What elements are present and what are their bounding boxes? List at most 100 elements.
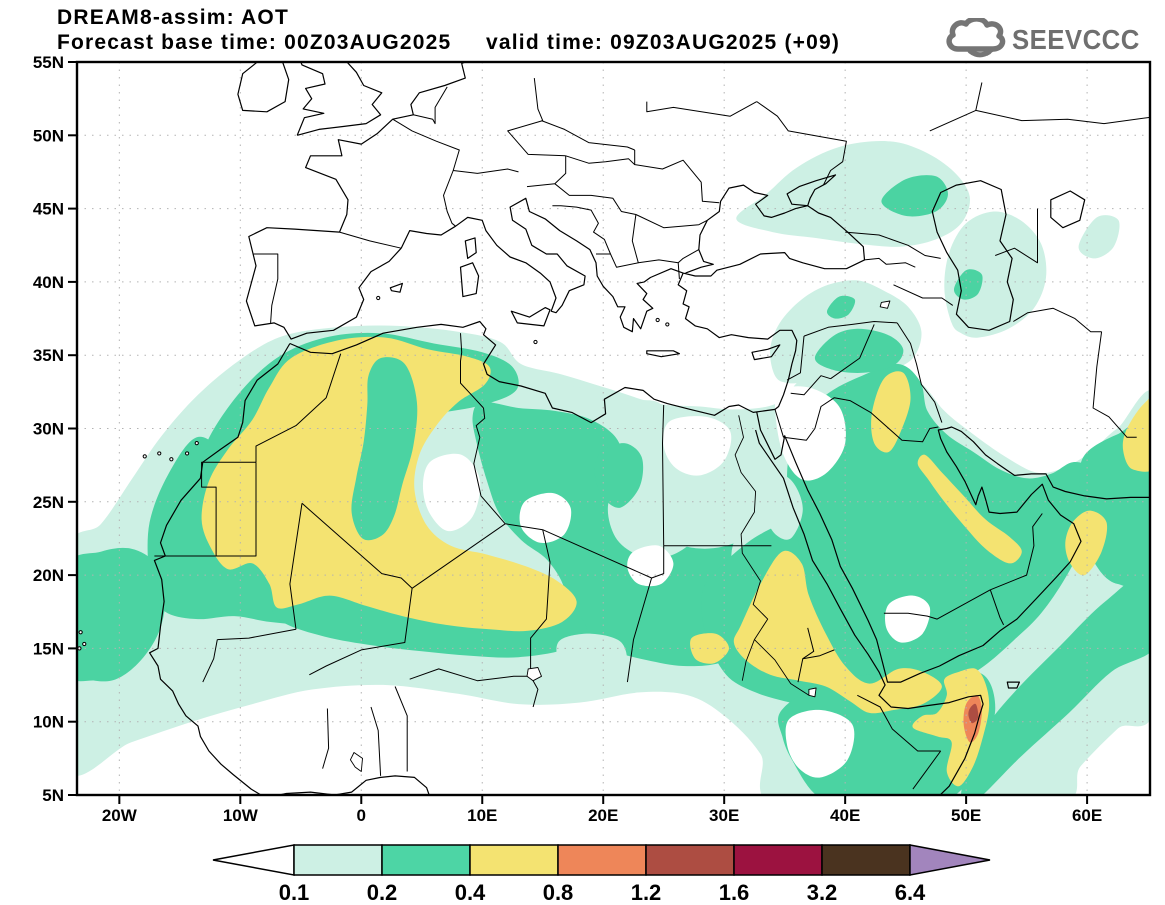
lat-label-45N: 45N bbox=[33, 200, 64, 219]
colorbar-segment-0.1 bbox=[293, 844, 383, 876]
contour-region-yellow-oman-sea bbox=[1065, 510, 1108, 576]
border-fr-it bbox=[443, 170, 456, 227]
border-aras bbox=[893, 284, 954, 306]
coastline-sicily bbox=[510, 307, 551, 327]
coastline-gulf-of-guinea bbox=[276, 775, 430, 795]
contour-region-teal-atlantic-band bbox=[77, 547, 166, 682]
coastline-north-africa-med bbox=[289, 320, 776, 424]
contour-region-pale-libya-coast bbox=[527, 381, 671, 429]
contour-region-teal-sahara-central bbox=[472, 401, 759, 667]
border-ly-eg bbox=[662, 404, 665, 546]
border-ge-am-az bbox=[864, 257, 916, 268]
contour-region-cyan-caspian-east bbox=[944, 211, 1047, 338]
plot-title: DREAM8-assim: AOT bbox=[57, 6, 289, 29]
border-pl-by-ua bbox=[646, 101, 758, 117]
border-tr-sy-iq bbox=[803, 321, 898, 337]
coastline-socotra bbox=[1006, 681, 1020, 689]
basemap bbox=[77, 62, 1150, 795]
contour-region-brick-somalia bbox=[968, 703, 979, 724]
coastline-corsica bbox=[464, 237, 477, 259]
lon-label-0: 0 bbox=[357, 806, 366, 825]
border-de-cz-pl bbox=[507, 78, 566, 157]
border-om-sa-uae bbox=[990, 513, 1043, 591]
contour-region-teal-egypt-spot bbox=[594, 443, 644, 508]
border-sa-ye-om bbox=[883, 589, 991, 620]
lat-label-35N: 35N bbox=[33, 346, 64, 365]
border-eg-il bbox=[774, 409, 784, 438]
contour-region-hole-algeria-east bbox=[422, 453, 481, 532]
border-ye-om bbox=[989, 589, 1005, 626]
contour-region-yellow-iraq-saudi bbox=[871, 371, 911, 453]
lat-label-30N: 30N bbox=[33, 420, 64, 439]
lake-lake-chad bbox=[526, 667, 542, 682]
border-fr-be-de bbox=[392, 118, 460, 171]
lon-label-20E: 20E bbox=[588, 806, 618, 825]
lon-label-10W: 10W bbox=[223, 806, 259, 825]
border-gh-tg-bj bbox=[370, 706, 382, 776]
coastline-europe-atlantic bbox=[305, 62, 468, 233]
lat-label-15N: 15N bbox=[33, 639, 64, 658]
island-dot bbox=[194, 441, 199, 446]
colorbar-segment-3.2 bbox=[821, 844, 911, 876]
contour-region-hole-fezzan bbox=[519, 492, 572, 544]
island-dot bbox=[142, 454, 147, 459]
border-ru-ge-az bbox=[845, 231, 941, 259]
river-nile bbox=[734, 415, 769, 681]
island-dot bbox=[665, 322, 670, 327]
border-jo-sa-iq bbox=[783, 397, 939, 443]
contour-region-teal-nw-caspian bbox=[881, 175, 948, 217]
border-et-so-dj bbox=[857, 694, 941, 752]
contour-region-cyan-east-europe bbox=[736, 141, 971, 247]
border-bf-gh bbox=[322, 708, 330, 769]
cloud-icon bbox=[946, 18, 1006, 58]
border-ro-bg bbox=[635, 214, 708, 229]
border-lb-sy bbox=[786, 336, 805, 381]
border-nl-de bbox=[413, 86, 448, 125]
border-fr-es bbox=[339, 231, 402, 249]
colorbar-label-6.4: 6.4 bbox=[895, 880, 926, 905]
contour-region-hole-saudi-south bbox=[885, 595, 931, 643]
island-dot bbox=[78, 630, 83, 635]
contour-region-yellow-edge-east bbox=[1122, 397, 1150, 472]
lon-label-20W: 20W bbox=[102, 806, 138, 825]
seevccc-logo: SEEVCCC bbox=[944, 18, 1151, 62]
lon-label-30E: 30E bbox=[709, 806, 739, 825]
island-dot bbox=[169, 457, 174, 462]
border-kz-uz-tm bbox=[995, 208, 1038, 264]
border-ru-kz-vert bbox=[975, 82, 983, 111]
border-ch-at bbox=[453, 168, 519, 174]
border-pt-es bbox=[253, 253, 279, 323]
lon-label-50E: 50E bbox=[951, 806, 981, 825]
border-dz-ml bbox=[301, 502, 413, 589]
colorbar-segment-0.4 bbox=[469, 844, 559, 876]
lake-lake-van bbox=[879, 300, 891, 309]
coastline-crete bbox=[646, 350, 680, 358]
border-ru-kz bbox=[929, 109, 1150, 132]
coastline-majorca bbox=[389, 282, 403, 293]
colorbar-label-1.6: 1.6 bbox=[719, 880, 750, 905]
contour-region-yellow-redsea-yemen bbox=[733, 550, 942, 714]
lat-label-25N: 25N bbox=[33, 493, 64, 512]
lat-label-50N: 50N bbox=[33, 126, 64, 145]
lon-label-40E: 40E bbox=[830, 806, 860, 825]
lake-lake-volta bbox=[349, 752, 363, 772]
lat-label-5N: 5N bbox=[42, 786, 64, 805]
lake-lake-tana bbox=[808, 687, 817, 698]
border-wsahara-steps bbox=[154, 461, 256, 557]
border-dz-ly bbox=[473, 407, 506, 525]
border-ir-iq bbox=[896, 322, 943, 423]
colorbar-label-3.2: 3.2 bbox=[807, 880, 838, 905]
border-rs-bg-mk bbox=[596, 214, 639, 268]
border-ly-ne-td bbox=[505, 523, 652, 579]
lat-label-10N: 10N bbox=[33, 713, 64, 732]
border-ma-dz bbox=[255, 353, 342, 463]
contour-region-yellow-somalia bbox=[912, 668, 990, 787]
coastline-africa-atlantic bbox=[149, 343, 291, 795]
island-dot bbox=[376, 295, 381, 301]
border-bosnia bbox=[552, 205, 611, 255]
coastline-britain-west bbox=[296, 62, 326, 136]
border-ne-td bbox=[530, 529, 551, 677]
island-dot bbox=[157, 451, 162, 456]
island-dot bbox=[77, 646, 82, 651]
